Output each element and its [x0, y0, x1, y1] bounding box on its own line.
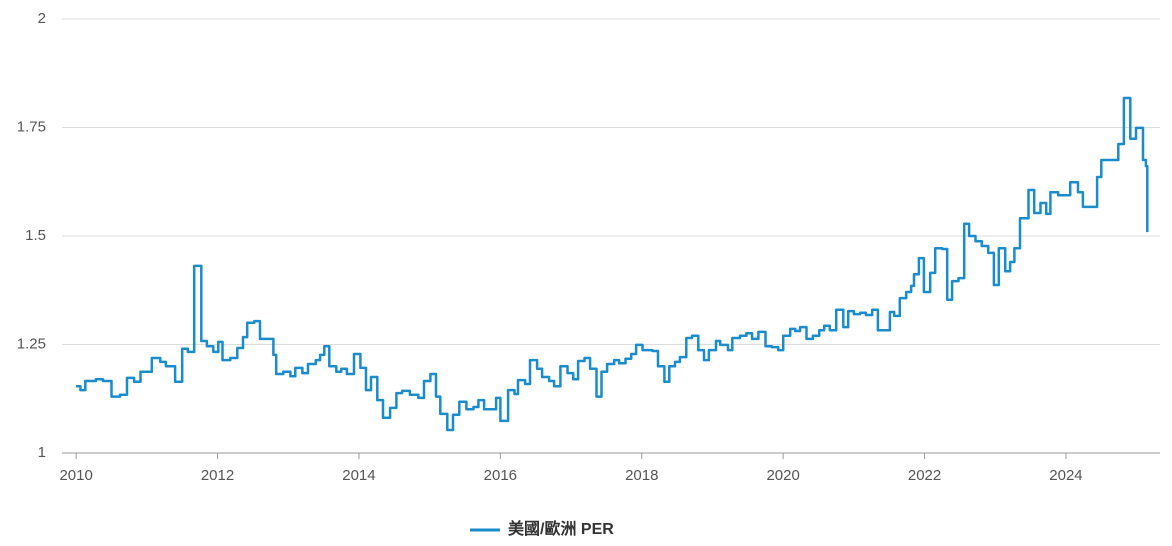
- y-tick-label: 1.75: [17, 118, 46, 135]
- y-tick-label: 1: [38, 444, 46, 461]
- y-tick-label: 1.5: [25, 227, 46, 244]
- x-tick-label: 2010: [59, 467, 92, 484]
- x-tick-label: 2018: [625, 467, 658, 484]
- y-tick-label: 2: [38, 10, 46, 27]
- x-tick-label: 2020: [766, 467, 799, 484]
- y-tick-label: 1.25: [17, 335, 46, 352]
- x-tick-label: 2016: [484, 467, 517, 484]
- legend-label: 美國/歐洲 PER: [508, 519, 614, 538]
- x-tick-label: 2014: [342, 467, 375, 484]
- data-line: [76, 96, 1149, 432]
- x-tick-label: 2012: [201, 467, 234, 484]
- x-tick-label: 2022: [908, 467, 941, 484]
- x-tick-label: 2024: [1049, 467, 1082, 484]
